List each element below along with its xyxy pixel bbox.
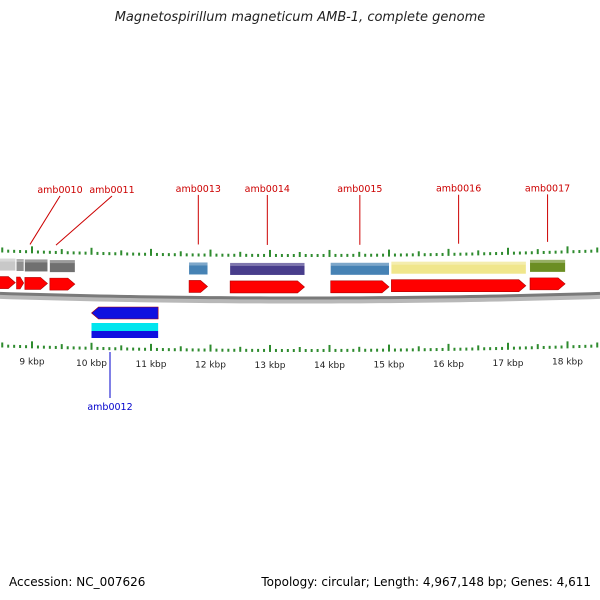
gene-label[interactable]: amb0015 [337, 184, 382, 195]
gene-label[interactable]: amb0010 [37, 185, 82, 196]
cds-arrow[interactable] [188, 280, 208, 293]
genome-title: Magnetospirillum magneticum AMB-1, compl… [114, 10, 486, 25]
top-ruler [1, 246, 599, 257]
gene-feature-highlight [230, 262, 305, 266]
scale-label: 16 kbp [433, 360, 464, 370]
gene-label[interactable]: amb0013 [176, 184, 221, 195]
scale-label: 15 kbp [374, 361, 405, 371]
gene-feature-highlight [189, 262, 208, 266]
gene-feature-highlight [0, 258, 16, 262]
gene-feature[interactable] [91, 323, 159, 331]
scale-label: 10 kbp [76, 359, 107, 369]
scale-label: 18 kbp [552, 357, 583, 367]
gene-feature-highlight [391, 261, 526, 265]
gene-feature[interactable] [230, 262, 305, 275]
scale-label: 13 kbp [255, 361, 286, 371]
cds-arrow[interactable] [24, 277, 48, 290]
cds-arrow[interactable] [0, 276, 16, 289]
scale-label: 17 kbp [493, 359, 524, 369]
gene-label[interactable]: amb0017 [525, 183, 570, 194]
cds-arrow[interactable] [391, 279, 527, 293]
gene-features [0, 258, 566, 338]
gene-feature[interactable] [16, 259, 24, 272]
gene-feature-highlight [49, 260, 75, 264]
scale-label: 9 kbp [19, 357, 45, 367]
gene-feature-highlight [24, 259, 48, 263]
gene-feature[interactable] [0, 258, 16, 271]
gene-labels: amb0010 amb0011 amb0012 amb0013 amb0014 amb00… [29, 183, 570, 413]
scale-labels: 9 kbp 10 kbp 11 kbp 12 kbp 13 kbp 14 kbp 15 kb… [19, 357, 583, 371]
scale-label: 12 kbp [195, 361, 226, 371]
cds-arrows [0, 276, 566, 320]
bottom-ruler [1, 341, 599, 352]
gene-feature[interactable] [24, 259, 48, 272]
cds-arrow[interactable] [529, 277, 566, 291]
gene-feature[interactable] [91, 331, 159, 338]
gene-feature[interactable] [391, 261, 526, 274]
cds-arrow[interactable] [91, 306, 159, 320]
cds-arrow[interactable] [330, 280, 390, 294]
cds-arrow[interactable] [49, 277, 76, 291]
scale-label: 14 kbp [314, 361, 345, 371]
backbone-shadow [0, 292, 600, 304]
scale-label: 11 kbp [136, 360, 167, 370]
label-leader [55, 195, 113, 246]
gene-label[interactable]: amb0014 [245, 184, 290, 195]
cds-arrow[interactable] [16, 276, 25, 290]
cds-arrow[interactable] [229, 280, 305, 294]
accession-text: Accession: NC_007626 [9, 575, 146, 589]
gene-feature[interactable] [49, 260, 75, 273]
gene-feature[interactable] [530, 259, 566, 272]
genome-summary: Topology: circular; Length: 4,967,148 bp… [261, 575, 591, 589]
gene-feature-highlight [16, 259, 24, 263]
gene-label[interactable]: amb0011 [89, 185, 134, 196]
label-leader [29, 195, 61, 245]
gene-feature-highlight [530, 259, 566, 263]
gene-feature[interactable] [330, 262, 389, 275]
gene-feature-highlight [330, 262, 389, 266]
gene-label[interactable]: amb0016 [436, 184, 481, 195]
gene-feature[interactable] [189, 262, 208, 275]
genome-backbone [0, 291, 600, 300]
gene-label[interactable]: amb0012 [87, 402, 132, 413]
